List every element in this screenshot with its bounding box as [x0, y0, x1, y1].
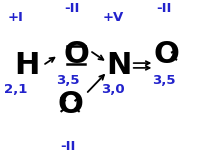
- Text: O: O: [153, 40, 179, 69]
- Text: 3,5: 3,5: [152, 74, 176, 87]
- Text: N: N: [106, 51, 132, 80]
- Text: +I: +I: [7, 11, 23, 24]
- Text: 3,5: 3,5: [56, 74, 80, 87]
- Text: -II: -II: [156, 2, 172, 15]
- Text: -II: -II: [64, 2, 80, 15]
- Text: O: O: [63, 40, 89, 69]
- Text: +V: +V: [103, 11, 124, 24]
- Text: H: H: [14, 51, 40, 80]
- Text: 3,0: 3,0: [101, 83, 125, 96]
- Text: 2,1: 2,1: [4, 83, 27, 96]
- Text: -II: -II: [60, 140, 76, 153]
- Text: O: O: [57, 90, 83, 119]
